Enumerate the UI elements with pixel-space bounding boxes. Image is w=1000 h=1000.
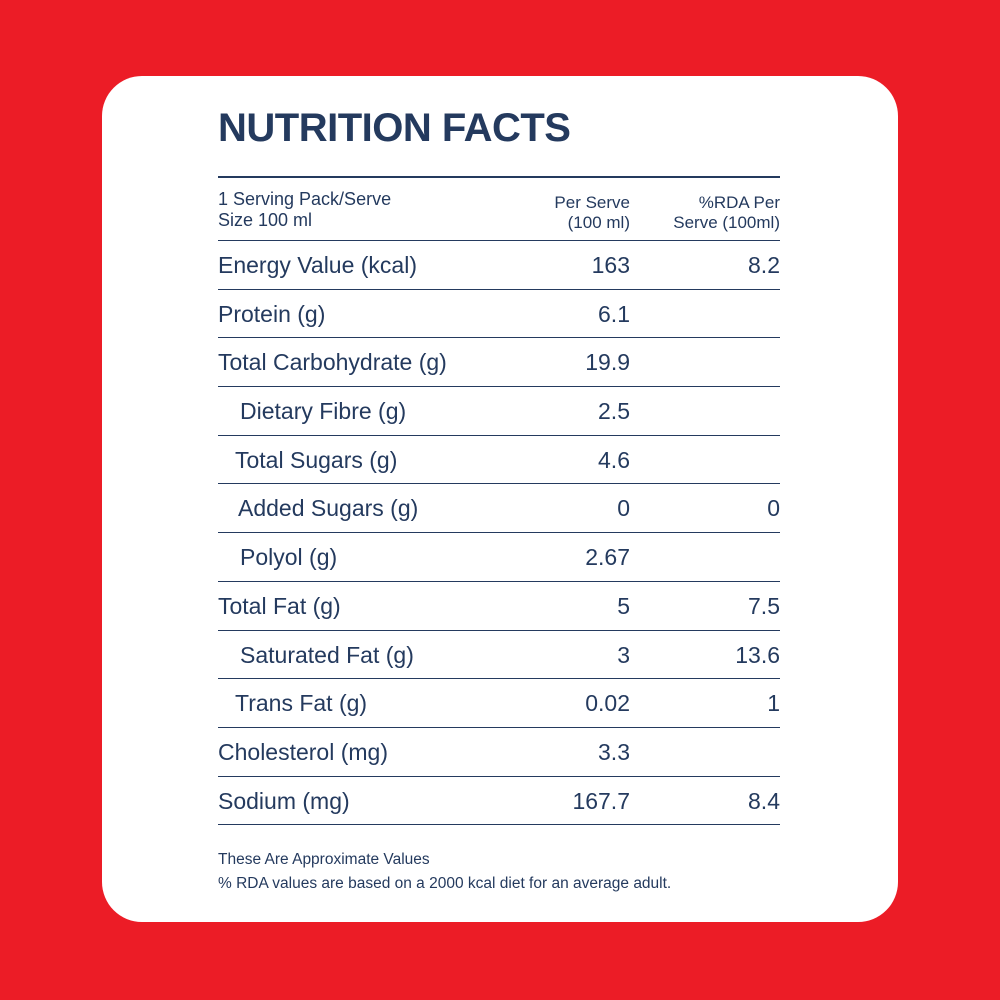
nutrient: Energy Value (kcal) [218,252,417,278]
table-row: Total Fat (g) 5 7.5 [218,582,780,631]
header-row: 1 Serving Pack/Serve Size 100 ml Per Serv… [218,178,780,241]
nutrition-table: 1 Serving Pack/Serve Size 100 ml Per Serv… [218,176,780,826]
table-row: Sodium (mg) 167.7 8.4 [218,777,780,826]
nutrient: Protein (g) [218,300,326,327]
nutrient: Trans Fat (g) [235,690,368,717]
per-serve-value: 6.1 [598,300,630,327]
per-serve-value: 3.3 [598,738,630,765]
rda-value: 0 [767,495,780,522]
per-serve-value: 2.5 [598,398,630,425]
per-serve-value: 163 [591,252,630,278]
header-line: Per Serve [554,193,630,212]
nutrient: Saturated Fat (g) [240,641,414,668]
header-cell: 1 Serving Pack/Serve Size 100 ml [218,189,391,231]
nutrient: Sodium (mg) [218,787,350,814]
table-row: Added Sugars (g) 0 0 [218,484,780,534]
table-row: Trans Fat (g) 0.02 1 [218,679,780,728]
header-cell: Per Serve (100 ml) [554,193,630,233]
rda-value: 1 [767,690,780,717]
header-line: (100 ml) [567,213,630,232]
table-row: Protein (g) 6.1 [218,290,780,339]
table-row: Polyol (g) 2.67 [218,533,780,582]
nutrient: Cholesterol (mg) [218,738,388,765]
rda-value: 8.4 [748,787,780,814]
nutrient: Polyol (g) [240,544,338,571]
per-serve-value: 19.9 [585,349,630,376]
card [102,76,898,922]
per-serve-value: 3 [617,641,630,668]
per-serve-value: 167.7 [572,787,630,814]
per-serve-value: 4.6 [598,446,630,473]
title: NUTRITION FACTS [218,106,571,150]
rda-value: 8.2 [748,252,780,278]
per-serve-value: 2.67 [585,544,630,571]
table-row: Dietary Fibre (g) 2.5 [218,387,780,436]
footnote: % RDA values are based on a 2000 kcal di… [218,875,672,892]
table-row: Saturated Fat (g) 3 13.6 [218,631,780,680]
header-line: Size 100 ml [218,210,313,230]
rda-value: 7.5 [748,592,780,619]
table-row: Cholesterol (mg) 3.3 [218,728,780,777]
table-row: Energy Value (kcal) 163 8.2 [218,241,780,290]
nutrient: Total Fat (g) [218,592,341,619]
nutrient: Added Sugars (g) [238,495,419,522]
header-cell: %RDA Per Serve (100ml) [673,193,780,233]
per-serve-value: 0.02 [585,690,630,717]
per-serve-value: 0 [617,495,630,522]
per-serve-value: 5 [617,592,630,619]
rda-value: 13.6 [735,641,780,668]
header-line: 1 Serving Pack/Serve [218,189,392,209]
nutrient: Total Sugars (g) [235,446,398,473]
footnote: These Are Approximate Values [218,851,430,868]
header-line: Serve (100ml) [673,213,780,232]
nutrient: Dietary Fibre (g) [240,398,407,425]
table-row: Total Sugars (g) 4.6 [218,436,780,485]
header-line: %RDA Per [698,193,780,212]
nutrient: Total Carbohydrate (g) [218,349,447,376]
table-row: Total Carbohydrate (g) 19.9 [218,338,780,388]
